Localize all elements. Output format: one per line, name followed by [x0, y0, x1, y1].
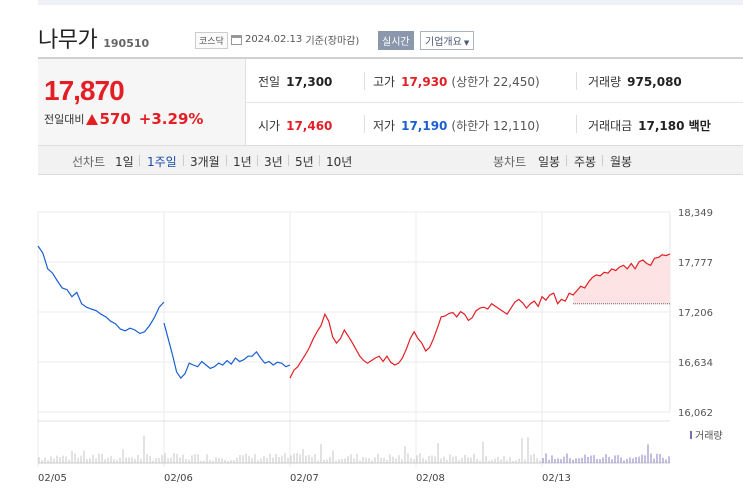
y-tick-label: 18,349	[678, 208, 713, 219]
candle-chart-label: 봉차트	[493, 155, 527, 169]
stat-label: 거래량	[588, 75, 622, 89]
stat-value: 17,190	[401, 119, 448, 133]
tab-1year[interactable]: 1년	[233, 155, 252, 169]
price-box: 17,870 전일대비 570 +3.29%	[38, 59, 246, 145]
stats-separator	[576, 72, 577, 90]
line-chart-label: 선차트	[72, 155, 106, 169]
tab-daily[interactable]: 일봉	[538, 155, 561, 169]
stat-volume: 거래량 975,080	[588, 73, 682, 90]
stat-high: 고가 17,930 (상한가 22,450)	[373, 73, 540, 90]
stat-label: 전일	[258, 75, 281, 89]
gain-area	[573, 253, 670, 304]
market-badge: 코스닥	[195, 32, 228, 49]
date-info: 2024.02.13 기준(장마감)	[231, 32, 359, 47]
tab-5year[interactable]: 5년	[295, 155, 314, 169]
stats-separator	[364, 72, 365, 90]
stat-value: 17,300	[286, 75, 333, 89]
tab-separator	[602, 155, 603, 166]
stat-label: 고가	[373, 75, 396, 89]
change-value: 570	[99, 110, 131, 128]
tab-separator	[139, 155, 140, 166]
top-strip	[38, 0, 743, 5]
price-chart-svg: 18,349 17,777 17,206 16,634 16,062 02/05 02/06…	[37, 208, 723, 484]
price-chart: 18,349 17,777 17,206 16,634 16,062 02/05 02/06…	[0, 175, 743, 502]
y-tick-label: 16,634	[678, 358, 713, 369]
tab-separator	[226, 155, 227, 166]
tab-1day[interactable]: 1일	[115, 155, 134, 169]
change-row: 전일대비 570 +3.29%	[44, 110, 203, 128]
stat-sub: (하한가 12,110)	[451, 119, 540, 133]
quote-date: 2024.02.13	[245, 34, 303, 45]
tab-separator	[288, 155, 289, 166]
tab-separator	[183, 155, 184, 166]
quote-basis: 기준(장마감)	[305, 36, 360, 47]
x-tick-label: 02/07	[290, 473, 319, 484]
price-line-down	[37, 245, 165, 335]
stock-name: 나무가	[38, 28, 98, 53]
stat-label: 거래대금	[588, 119, 633, 133]
x-tick-label: 02/08	[416, 473, 445, 484]
calendar-icon	[231, 34, 242, 45]
current-price: 17,870	[44, 75, 125, 106]
company-overview-button[interactable]: 기업개요 ▼	[420, 31, 475, 50]
y-tick-label: 17,777	[678, 258, 713, 269]
stat-prev-close: 전일 17,300	[258, 73, 332, 90]
stat-value: 975,080	[627, 75, 682, 89]
change-percent: +3.29%	[138, 110, 204, 128]
x-tick-label: 02/05	[38, 473, 67, 484]
stat-label: 저가	[373, 119, 396, 133]
stat-amount: 거래대금 17,180 백만	[588, 117, 711, 134]
stat-sub: (상한가 22,450)	[451, 75, 540, 89]
company-overview-label: 기업개요	[425, 37, 462, 48]
tab-1week[interactable]: 1주일	[147, 155, 177, 169]
stock-header: 나무가 190510 코스닥 2024.02.13 기준(장마감) 실시간 기업…	[38, 22, 475, 53]
tab-3year[interactable]: 3년	[264, 155, 283, 169]
tab-monthly[interactable]: 월봉	[610, 155, 633, 169]
stat-low: 저가 17,190 (하한가 12,110)	[373, 117, 540, 134]
stat-value: 17,180 백만	[638, 119, 711, 133]
y-tick-label: 17,206	[678, 308, 713, 319]
price-line-up	[289, 253, 671, 379]
triangle-up-icon	[86, 113, 99, 125]
chevron-down-icon: ▼	[463, 39, 470, 47]
tab-weekly[interactable]: 주봉	[574, 155, 597, 169]
y-tick-label: 16,062	[678, 408, 713, 419]
stat-value: 17,460	[286, 119, 333, 133]
stats-separator	[364, 115, 365, 133]
chart-tabbar: 선차트 1일 1주일 3개월 1년 3년 5년 10년 봉차트 일봉 주봉 월봉	[38, 145, 743, 175]
stats-divider	[246, 102, 743, 103]
stock-code: 190510	[103, 37, 150, 50]
tab-separator	[257, 155, 258, 166]
stat-value: 17,930	[401, 75, 448, 89]
volume-legend-label: 거래량	[695, 430, 723, 442]
x-tick-label: 02/13	[542, 473, 571, 484]
tab-3month[interactable]: 3개월	[190, 155, 220, 169]
quote-panel: 17,870 전일대비 570 +3.29% 전일 17,300 고가 17,9…	[38, 57, 743, 145]
stat-label: 시가	[258, 119, 281, 133]
price-line-down	[163, 322, 291, 380]
x-tick-label: 02/06	[164, 473, 193, 484]
tab-separator	[319, 155, 320, 166]
tab-separator	[566, 155, 567, 166]
tab-10year[interactable]: 10년	[326, 155, 353, 169]
realtime-button[interactable]: 실시간	[378, 31, 414, 50]
change-label: 전일대비	[44, 113, 85, 126]
volume-legend-swatch	[690, 431, 692, 439]
stats-grid: 전일 17,300 고가 17,930 (상한가 22,450) 거래량 975…	[246, 59, 743, 145]
stats-separator	[576, 115, 577, 133]
stat-open: 시가 17,460	[258, 117, 332, 134]
